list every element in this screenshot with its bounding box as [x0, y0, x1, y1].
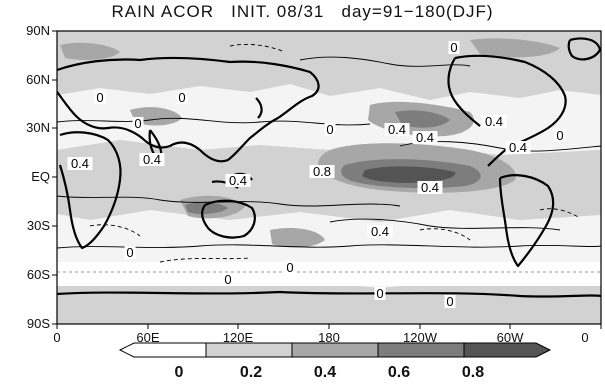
lat-label-90s: 90S	[26, 316, 50, 331]
contour-label-bg	[444, 295, 456, 308]
contour-label-bg	[412, 131, 438, 144]
contour-label: 0.8	[313, 164, 331, 179]
contour-label: 0	[326, 122, 333, 137]
contour-label: 0	[376, 286, 383, 301]
contour-label-bg	[309, 165, 335, 178]
contour-label: 0	[134, 116, 141, 131]
contour-label: 0	[556, 128, 563, 143]
contour-label: 0.4	[416, 130, 434, 145]
colorbar-label-0-8: 0.8	[461, 364, 485, 381]
contour-label-bg	[481, 115, 507, 128]
lon-label-360: 0	[581, 330, 589, 345]
contour-label: 0	[286, 260, 293, 275]
lon-label-120e: 120E	[222, 330, 254, 345]
colorbar-segment	[291, 342, 379, 358]
colorbar-label-0-6: 0.6	[387, 364, 411, 381]
contour-label: 0.4	[509, 140, 527, 155]
colorbar-label-0: 0	[174, 364, 184, 381]
contour-label-bg	[417, 181, 443, 194]
lat-label-60n: 60N	[26, 72, 50, 87]
contour-label: 0.4	[371, 224, 389, 239]
colorbar-segment	[118, 342, 207, 358]
contour-label: 0	[224, 272, 231, 287]
lat-label-30s: 30S	[26, 218, 50, 233]
axis-ticks	[52, 30, 602, 329]
colorbar-label-0-4: 0.4	[313, 364, 337, 381]
map-title: RAIN ACOR INIT. 08/31 day=91−180(DJF)	[111, 2, 494, 21]
contour-label: 0.4	[229, 173, 247, 188]
lat-label-30n: 30N	[26, 120, 50, 135]
contour-label: 0.4	[143, 152, 161, 167]
contour-label-bg	[124, 246, 136, 259]
contour-label: 0	[450, 40, 457, 55]
lat-label-eq: EQ	[31, 169, 50, 184]
contour-label-bg	[554, 129, 566, 142]
shading-level-4	[362, 166, 456, 183]
contour-label-bg	[367, 225, 393, 238]
contour-label: 0	[96, 90, 103, 105]
lon-label-60w: 60W	[496, 330, 524, 345]
contour-label: 0.4	[421, 180, 439, 195]
no-data-band	[57, 262, 601, 286]
colorbar-segment	[205, 342, 293, 358]
lon-label-180: 180	[318, 330, 340, 345]
contour-label-bg	[384, 123, 410, 136]
lon-label-0: 0	[53, 330, 61, 345]
contour-label-bg	[176, 91, 188, 104]
contour-label-bg	[324, 123, 336, 136]
contour-label: 0	[178, 90, 185, 105]
contour-label-bg	[139, 153, 165, 166]
lat-label-60s: 60S	[26, 267, 50, 282]
contour-labels: 0 0 0 0 0 0 0.4 0.4 0.4 0.4 0.4 0.4 0.4 0.8 0.4 0.4 0 0 0 0…	[67, 40, 566, 309]
contour-label-bg	[225, 174, 251, 187]
colorbar-segment	[463, 342, 552, 358]
lon-label-120w: 120W	[403, 330, 437, 345]
contour-label: 0.4	[485, 114, 503, 129]
contour-label-bg	[94, 91, 106, 104]
contour-label-bg	[222, 273, 234, 286]
contour-label-bg	[448, 41, 460, 54]
contour-label: 0.4	[388, 122, 406, 137]
contour-lines-negative	[89, 43, 581, 263]
colorbar-label-0-2: 0.2	[239, 364, 263, 381]
contour-label-bg	[284, 261, 296, 274]
colorbar	[118, 342, 552, 358]
contour-label-bg	[374, 287, 386, 300]
colorbar-segment	[377, 342, 465, 358]
lat-label-90n: 90N	[26, 23, 50, 38]
lon-label-60e: 60E	[136, 330, 160, 345]
contour-label-bg	[505, 141, 531, 154]
contour-label: 0	[126, 245, 133, 260]
contour-label-bg	[67, 157, 93, 170]
contour-label: 0.4	[71, 156, 89, 171]
contour-label: 0	[446, 294, 453, 309]
contour-lines-zero	[57, 56, 601, 249]
contour-label-bg	[132, 117, 144, 130]
